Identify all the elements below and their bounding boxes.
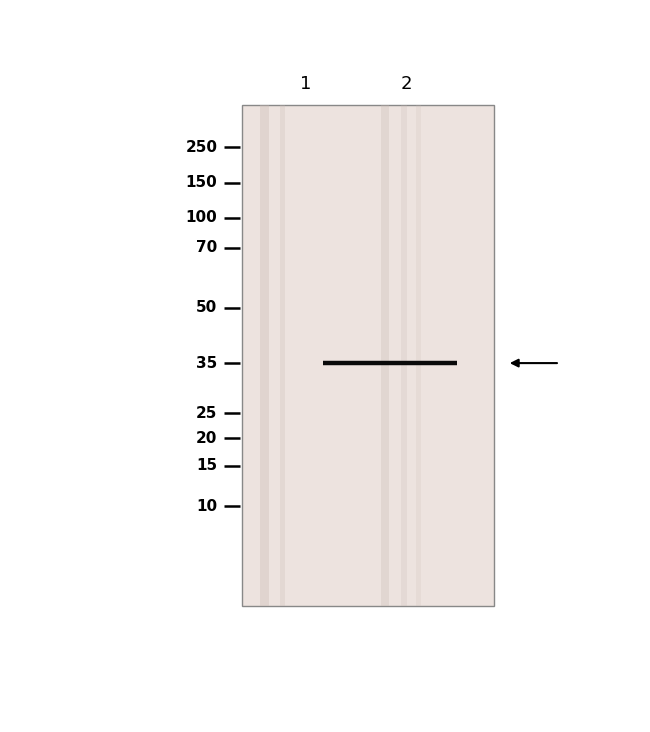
Text: 50: 50 [196, 300, 217, 315]
Text: 2: 2 [400, 75, 412, 94]
Text: 100: 100 [185, 210, 217, 225]
Text: 250: 250 [185, 140, 217, 155]
Bar [260, 105, 269, 606]
Text: 1: 1 [300, 75, 311, 94]
Bar [416, 105, 421, 606]
Text: 25: 25 [196, 406, 217, 421]
Text: 70: 70 [196, 240, 217, 255]
Text: 10: 10 [196, 498, 217, 514]
Text: 20: 20 [196, 431, 217, 446]
Bar [381, 105, 389, 606]
Bar [242, 105, 494, 606]
Text: 35: 35 [196, 356, 217, 370]
Bar [280, 105, 285, 606]
Text: 15: 15 [196, 458, 217, 474]
Bar [401, 105, 407, 606]
Text: 150: 150 [185, 175, 217, 190]
